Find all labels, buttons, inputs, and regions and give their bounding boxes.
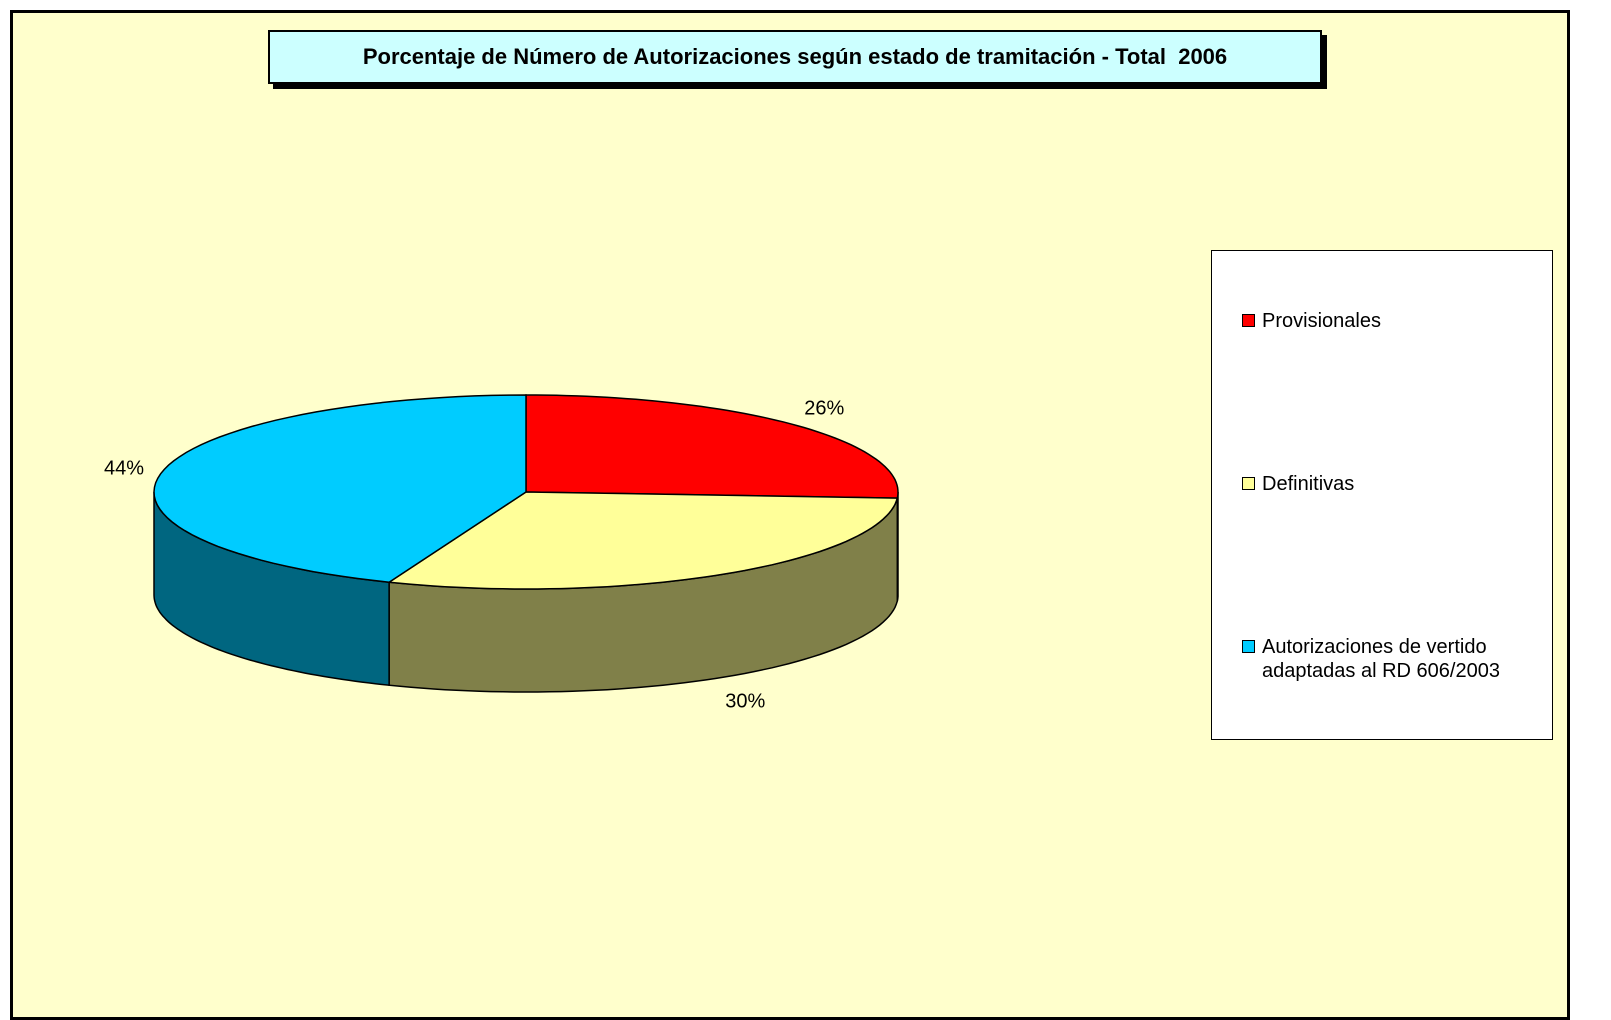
legend-swatch	[1242, 477, 1255, 490]
slice	[525, 394, 899, 499]
slice	[153, 394, 527, 583]
legend-label: Provisionales	[1262, 310, 1381, 332]
legend-label: Definitivas	[1262, 473, 1355, 495]
chart-title: Porcentaje de Número de Autorizaciones s…	[268, 30, 1322, 84]
data-label: 26%	[804, 397, 844, 419]
legend-swatch	[1242, 640, 1255, 653]
legend-entry: Definitivas	[1242, 472, 1552, 496]
legend-label: Autorizaciones de vertido adaptadas al R…	[1262, 636, 1500, 682]
data-label: 30%	[725, 691, 765, 713]
legend: Provisionales Definitivas Autorizaciones d…	[1211, 250, 1553, 740]
legend-entry: Autorizaciones de vertido adaptadas al R…	[1242, 635, 1552, 683]
pie-chart: 26% 30% 44%	[104, 394, 899, 713]
legend-swatch	[1242, 314, 1255, 327]
data-label: 44%	[104, 458, 144, 480]
slice	[386, 491, 899, 590]
legend-entry: Provisionales	[1242, 309, 1552, 333]
